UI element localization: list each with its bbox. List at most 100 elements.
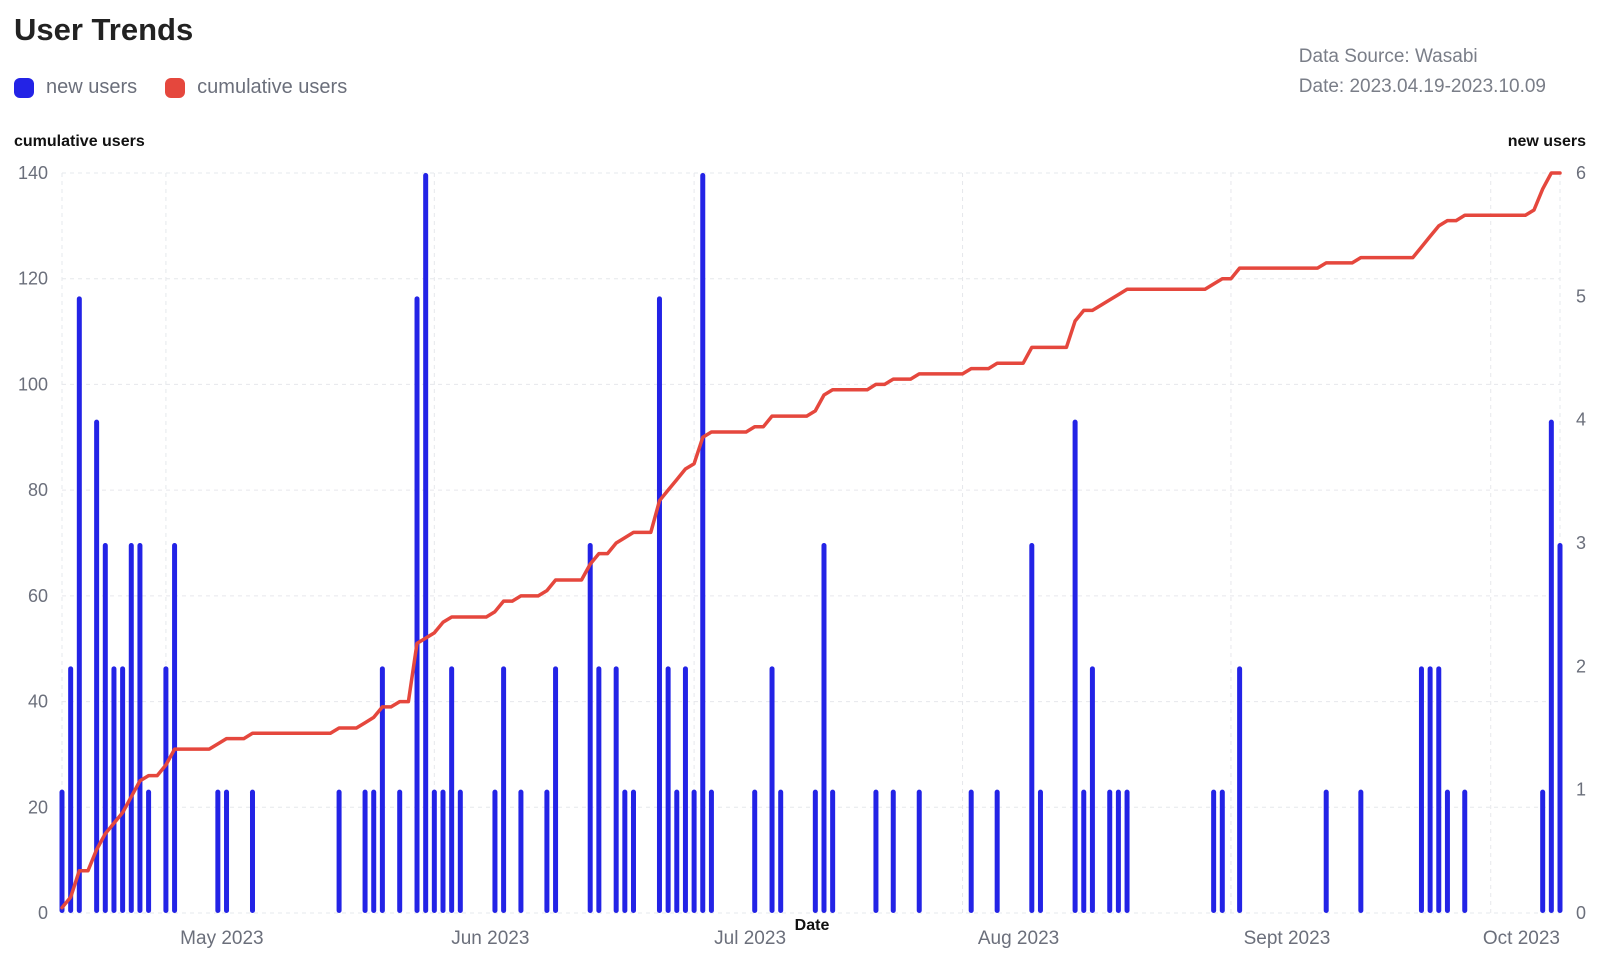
- new-users-bar[interactable]: [1037, 789, 1043, 913]
- left-tick-label: 40: [28, 692, 48, 712]
- new-users-bar[interactable]: [708, 789, 714, 913]
- new-users-bar[interactable]: [249, 789, 255, 913]
- new-users-bar[interactable]: [76, 296, 82, 913]
- new-users-bar[interactable]: [1072, 419, 1078, 913]
- new-users-bar[interactable]: [613, 666, 619, 913]
- new-users-bar[interactable]: [501, 666, 507, 913]
- new-users-bar[interactable]: [1081, 789, 1087, 913]
- new-users-bar[interactable]: [379, 666, 385, 913]
- right-tick-label: 5: [1576, 286, 1586, 306]
- new-users-bar[interactable]: [682, 666, 688, 913]
- new-users-bar[interactable]: [1557, 543, 1563, 913]
- new-users-bar[interactable]: [224, 789, 230, 913]
- new-users-bar[interactable]: [596, 666, 602, 913]
- legend-item-new-users[interactable]: new users: [14, 76, 137, 99]
- left-tick-label: 120: [18, 269, 48, 289]
- right-tick-label: 6: [1576, 163, 1586, 183]
- legend-item-cumulative-users[interactable]: cumulative users: [165, 76, 347, 99]
- grid-lines: [61, 172, 1561, 914]
- new-users-bar[interactable]: [111, 666, 117, 913]
- new-users-bar[interactable]: [128, 543, 134, 913]
- new-users-bar[interactable]: [215, 789, 221, 913]
- new-users-bar[interactable]: [553, 666, 559, 913]
- new-users-bar[interactable]: [916, 789, 922, 913]
- new-users-bar[interactable]: [544, 789, 550, 913]
- new-users-bar[interactable]: [1358, 789, 1364, 913]
- new-users-bar[interactable]: [172, 543, 178, 913]
- legend: new users cumulative users: [14, 76, 375, 99]
- new-users-bar[interactable]: [700, 173, 706, 913]
- new-users-bar[interactable]: [769, 666, 775, 913]
- left-tick-label: 140: [18, 163, 48, 183]
- new-users-bar[interactable]: [1219, 789, 1225, 913]
- new-users-bar[interactable]: [1462, 789, 1468, 913]
- new-users-bar[interactable]: [1115, 789, 1121, 913]
- new-users-bars: [59, 173, 1563, 913]
- new-users-bar[interactable]: [518, 789, 524, 913]
- new-users-bar[interactable]: [587, 543, 593, 913]
- new-users-bar[interactable]: [371, 789, 377, 913]
- new-users-bar[interactable]: [423, 173, 429, 913]
- new-users-bar[interactable]: [830, 789, 836, 913]
- new-users-bar[interactable]: [414, 296, 420, 913]
- new-users-bar[interactable]: [1089, 666, 1095, 913]
- new-users-bar[interactable]: [68, 666, 74, 913]
- new-users-bar[interactable]: [163, 666, 169, 913]
- new-users-bar[interactable]: [994, 789, 1000, 913]
- right-tick-label: 2: [1576, 656, 1586, 676]
- right-tick-label: 4: [1576, 410, 1586, 430]
- new-users-bar[interactable]: [1418, 666, 1424, 913]
- new-users-bar[interactable]: [492, 789, 498, 913]
- x-tick-label: Jul 2023: [714, 928, 786, 949]
- cumulative-users-line: [60, 171, 1562, 910]
- data-source-label: Data Source: Wasabi: [1298, 46, 1478, 67]
- new-users-bar[interactable]: [1124, 789, 1130, 913]
- chart-meta: Data Source: Wasabi Date: 2023.04.19-202…: [1299, 42, 1546, 102]
- new-users-bar[interactable]: [873, 789, 879, 913]
- new-users-bar[interactable]: [821, 543, 827, 913]
- new-users-bar[interactable]: [778, 789, 784, 913]
- new-users-bar[interactable]: [440, 789, 446, 913]
- new-users-bar[interactable]: [146, 789, 152, 913]
- new-users-bar[interactable]: [137, 543, 143, 913]
- new-users-bar[interactable]: [457, 789, 463, 913]
- new-users-bar[interactable]: [1237, 666, 1243, 913]
- new-users-bar[interactable]: [968, 789, 974, 913]
- new-users-bar[interactable]: [1436, 666, 1442, 913]
- new-users-bar[interactable]: [336, 789, 342, 913]
- new-users-bar[interactable]: [102, 543, 108, 913]
- new-users-bar[interactable]: [59, 789, 65, 913]
- legend-label-cumulative-users: cumulative users: [197, 76, 348, 98]
- new-users-bar[interactable]: [1548, 419, 1554, 913]
- new-users-bar[interactable]: [674, 789, 680, 913]
- new-users-bar[interactable]: [622, 789, 628, 913]
- left-tick-label: 20: [28, 797, 48, 817]
- new-users-bar[interactable]: [656, 296, 662, 913]
- new-users-bar[interactable]: [1323, 789, 1329, 913]
- x-axis-title: Date: [795, 917, 830, 934]
- new-users-bar[interactable]: [94, 419, 100, 913]
- new-users-bar[interactable]: [752, 789, 758, 913]
- new-users-bar[interactable]: [1211, 789, 1217, 913]
- new-users-bar[interactable]: [691, 789, 697, 913]
- new-users-bar[interactable]: [120, 666, 126, 913]
- new-users-bar[interactable]: [449, 666, 455, 913]
- left-tick-label: 0: [38, 903, 48, 923]
- new-users-bar[interactable]: [1540, 789, 1546, 913]
- new-users-bar[interactable]: [1029, 543, 1035, 913]
- right-axis-title: new users: [1508, 133, 1586, 150]
- legend-swatch-new-users: [14, 77, 34, 98]
- new-users-bar[interactable]: [431, 789, 437, 913]
- new-users-bar[interactable]: [362, 789, 368, 913]
- new-users-bar[interactable]: [812, 789, 818, 913]
- left-axis-title: cumulative users: [14, 133, 145, 150]
- new-users-bar[interactable]: [1107, 789, 1113, 913]
- x-tick-label: Oct 2023: [1483, 928, 1560, 949]
- new-users-bar[interactable]: [1427, 666, 1433, 913]
- new-users-bar[interactable]: [665, 666, 671, 913]
- new-users-bar[interactable]: [890, 789, 896, 913]
- new-users-bar[interactable]: [630, 789, 636, 913]
- x-axis-ticks: May 2023 Jun 2023 Jul 2023 Aug 2023 Sept 202…: [180, 928, 1560, 949]
- new-users-bar[interactable]: [397, 789, 403, 913]
- new-users-bar[interactable]: [1444, 789, 1450, 913]
